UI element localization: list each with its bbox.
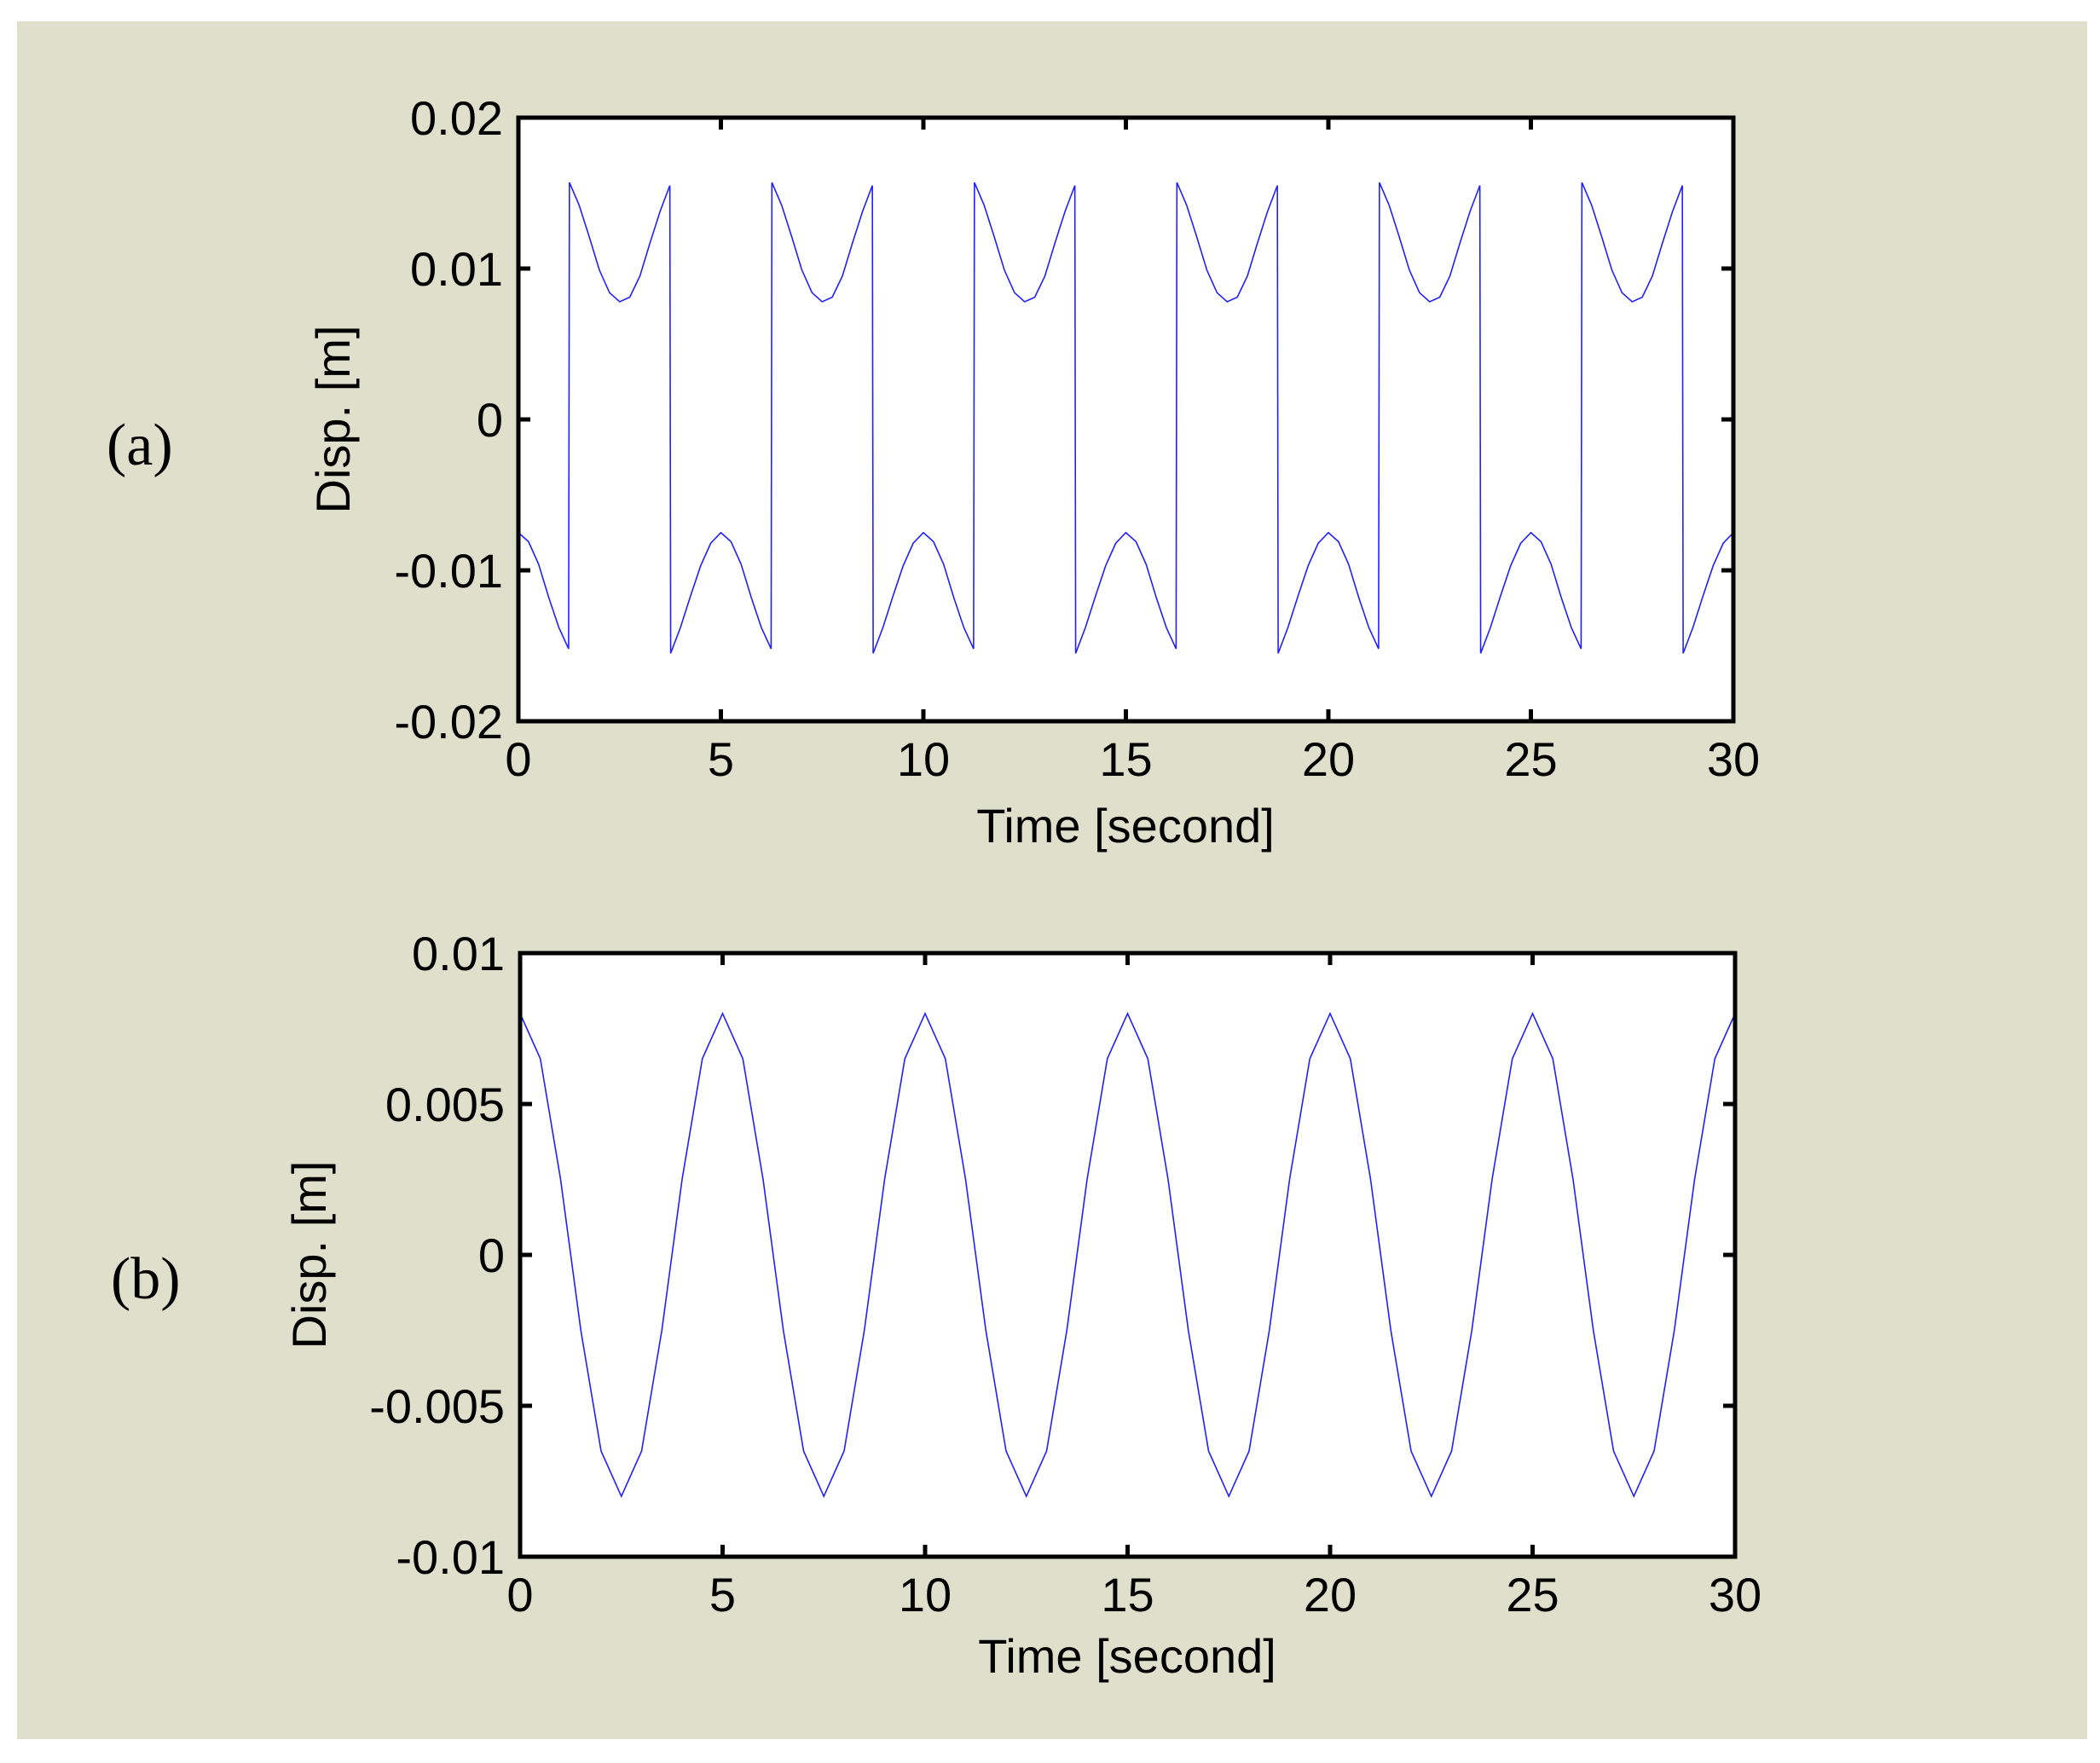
x-axis-label-b: Time [second] bbox=[978, 1629, 1276, 1683]
chart-panel-a: (a) 0 5 10 15 20 25 30 0.02 0.01 0 -0.01 -0.02 Time… bbox=[107, 91, 1760, 853]
chart-panel-b: (b) 0 5 10 15 20 25 30 0.01 0.005 0 -0.005 -0.01 Ti… bbox=[111, 927, 1762, 1683]
y-tick-label-b: 0.01 bbox=[412, 927, 505, 980]
series-line-b bbox=[519, 1011, 1736, 1499]
series-line-a bbox=[518, 182, 1734, 654]
x-tick-label-a: 30 bbox=[1707, 732, 1760, 786]
x-tick-label-a: 0 bbox=[505, 732, 531, 786]
x-tick-label-b: 15 bbox=[1101, 1568, 1154, 1621]
axes-frame-b bbox=[518, 951, 1738, 1559]
plot-area-a bbox=[518, 118, 1733, 721]
series-layer-a bbox=[518, 182, 1734, 654]
x-tick-label-b: 10 bbox=[899, 1568, 952, 1621]
tick-layer-a: 0 5 10 15 20 25 30 0.02 0.01 0 -0.01 -0.02 bbox=[394, 91, 1760, 786]
x-tick-label-a: 20 bbox=[1302, 732, 1355, 786]
x-tick-label-b: 30 bbox=[1709, 1568, 1762, 1621]
y-axis-label-a: Disp. [m] bbox=[306, 326, 360, 514]
y-tick-label-b: 0.005 bbox=[385, 1078, 505, 1131]
plot-area-b bbox=[520, 953, 1735, 1557]
y-tick-label-b: 0 bbox=[478, 1228, 505, 1282]
x-axis-label-a: Time [second] bbox=[976, 799, 1275, 853]
y-tick-label-b: -0.005 bbox=[369, 1379, 505, 1433]
x-tick-label-a: 10 bbox=[897, 732, 950, 786]
x-tick-label-a: 25 bbox=[1504, 732, 1557, 786]
panel-label-b: (b) bbox=[111, 1246, 181, 1312]
x-tick-label-b: 5 bbox=[709, 1568, 736, 1621]
y-tick-label-b: -0.01 bbox=[396, 1530, 505, 1584]
y-axis-label-b: Disp. [m] bbox=[282, 1161, 336, 1350]
y-tick-label-a: 0.01 bbox=[410, 242, 503, 296]
x-tick-label-a: 15 bbox=[1099, 732, 1152, 786]
x-tick-label-b: 0 bbox=[506, 1568, 533, 1621]
series-layer-b bbox=[519, 1011, 1736, 1499]
axes-frame-a bbox=[516, 115, 1736, 724]
y-tick-label-a: -0.01 bbox=[394, 544, 503, 598]
x-tick-label-a: 5 bbox=[708, 732, 734, 786]
x-tick-label-b: 20 bbox=[1304, 1568, 1357, 1621]
tick-layer-b: 0 5 10 15 20 25 30 0.01 0.005 0 -0.005 -0.01 bbox=[369, 927, 1762, 1621]
panel-label-a: (a) bbox=[107, 413, 173, 478]
y-tick-label-a: 0 bbox=[477, 393, 503, 447]
y-tick-label-a: -0.02 bbox=[394, 695, 503, 749]
x-tick-label-b: 25 bbox=[1506, 1568, 1559, 1621]
y-tick-label-a: 0.02 bbox=[410, 91, 503, 145]
